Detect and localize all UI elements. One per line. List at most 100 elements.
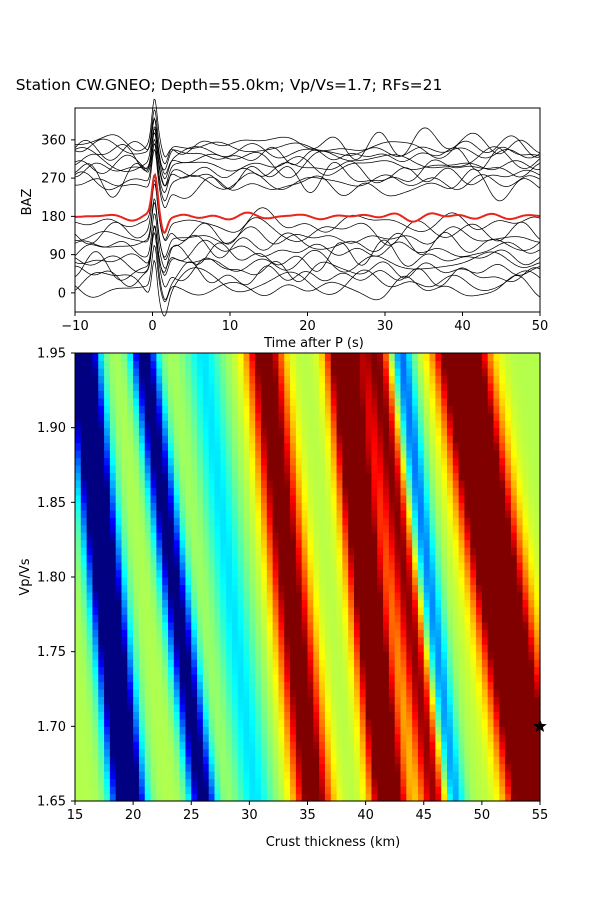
heatmap-cell [144,763,152,772]
heatmap-cell [133,629,140,638]
heatmap-cell [383,435,390,444]
heatmap-cell [214,524,221,533]
heatmap-cell [162,703,169,712]
heatmap-cell [319,532,326,541]
heatmap-cell [412,733,419,742]
heatmap-cell [359,532,367,541]
heatmap-cell [231,353,239,362]
heatmap-cell [133,741,140,750]
heatmap-cell [441,562,448,571]
heatmap-cell [447,733,454,742]
heatmap-cell [179,726,187,735]
heatmap-cell [441,703,448,712]
heatmap-cell [109,405,117,414]
heatmap-cell [231,517,239,526]
hk-y-tick-label: 1.75 [37,645,66,660]
heatmap-cell [104,711,111,720]
heatmap-cell [220,360,227,369]
heatmap-cell [534,741,541,750]
heatmap-cell [266,629,274,638]
heatmap-cell [104,733,111,742]
heatmap-cell [295,614,303,623]
heatmap-cell [383,420,390,429]
heatmap-cell [284,487,291,496]
heatmap-cell [522,569,529,578]
heatmap-cell [231,718,239,727]
heatmap-cell [330,711,338,720]
heatmap-cell [138,629,146,638]
heatmap-cell [447,442,454,451]
heatmap-cell [499,771,506,780]
heatmap-cell [290,457,297,466]
heatmap-cell [435,382,442,391]
heatmap-cell [86,689,94,698]
heatmap-cell [168,412,175,421]
heatmap-cell [534,554,541,563]
heatmap-cell [301,681,309,690]
heatmap-cell [342,659,349,668]
heatmap-cell [441,771,448,780]
heatmap-cell [476,532,483,541]
heatmap-cell [476,703,483,712]
heatmap-cell [109,674,117,683]
heatmap-cell [348,718,355,727]
heatmap-cell [470,412,477,421]
heatmap-cell [336,718,343,727]
heatmap-cell [464,651,471,660]
heatmap-cell [359,554,367,563]
heatmap-cell [423,659,431,668]
heatmap-cell [534,509,541,518]
heatmap-cell [348,360,355,369]
heatmap-cell [313,353,320,362]
heatmap-cell [191,502,198,511]
heatmap-cell [476,763,483,772]
heatmap-cell [255,554,262,563]
heatmap-cell [115,778,123,787]
heatmap-cell [127,524,134,533]
heatmap-cell [476,681,483,690]
heatmap-cell [458,711,466,720]
heatmap-cell [214,547,221,556]
heatmap-cell [121,793,128,802]
heatmap-cell [226,487,233,496]
heatmap-cell [185,741,192,750]
heatmap-cell [505,465,512,474]
heatmap-cell [510,644,518,653]
heatmap-cell [144,405,152,414]
heatmap-cell [156,629,163,638]
heatmap-cell [383,502,390,511]
heatmap-cell [121,472,128,481]
heatmap-cell [499,644,506,653]
heatmap-cell [313,741,320,750]
heatmap-cell [86,793,94,802]
heatmap-cell [458,569,466,578]
heatmap-cell [516,554,524,563]
heatmap-cell [202,778,210,787]
heatmap-cell [80,539,88,548]
heatmap-cell [371,763,378,772]
heatmap-cell [138,591,146,600]
heatmap-cell [324,517,332,526]
heatmap-cell [197,405,204,414]
heatmap-cell [365,427,373,436]
heatmap-cell [394,554,402,563]
heatmap-cell [324,614,332,623]
heatmap-cell [156,703,163,712]
heatmap-cell [208,353,216,362]
heatmap-cell [295,472,303,481]
heatmap-cell [406,524,413,533]
heatmap-cell [516,397,524,406]
heatmap-cell [104,741,111,750]
heatmap-cell [202,442,210,451]
heatmap-cell [162,577,169,586]
heatmap-cell [284,375,291,384]
heatmap-cell [423,509,431,518]
heatmap-cell [307,778,314,787]
heatmap-cell [481,509,489,518]
heatmap-cell [313,778,320,787]
heatmap-cell [173,487,181,496]
heatmap-cell [202,793,210,802]
heatmap-cell [98,621,105,630]
heatmap-cell [226,771,233,780]
heatmap-cell [284,539,291,548]
